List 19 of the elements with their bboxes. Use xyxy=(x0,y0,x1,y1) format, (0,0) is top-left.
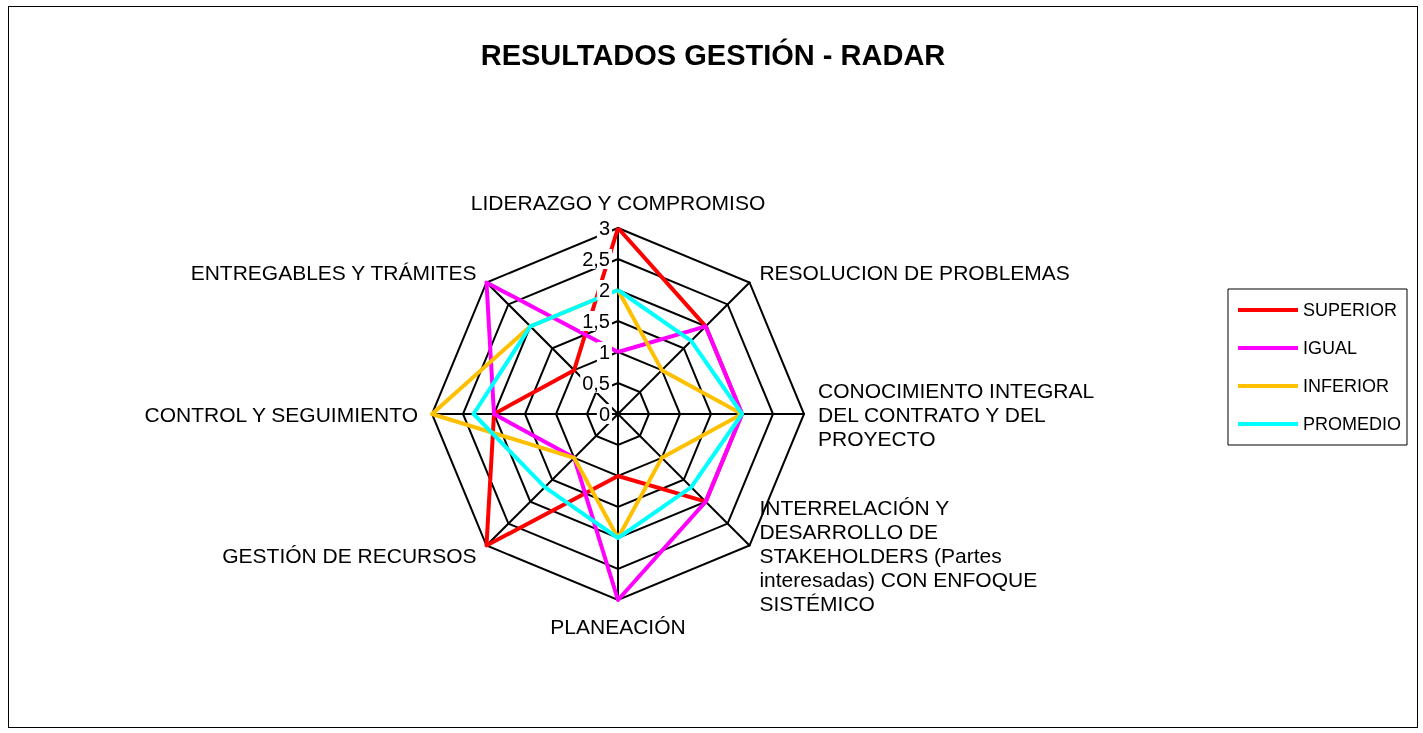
y-tick-label: 1,5 xyxy=(582,310,610,332)
spoke-label: GESTIÓN DE RECURSOS xyxy=(222,543,477,567)
y-tick-label: 2,5 xyxy=(582,248,610,270)
y-tick-label: 2 xyxy=(598,279,610,301)
y-tick-label: 3 xyxy=(598,217,610,239)
legend-label: INFERIOR xyxy=(1302,376,1390,396)
spoke-label: RESOLUCION DE PROBLEMAS xyxy=(759,261,1070,285)
legend-label: PROMEDIO xyxy=(1302,414,1402,434)
legend-label: IGUAL xyxy=(1302,338,1358,358)
spoke-label: CONTROL Y SEGUIMIENTO xyxy=(144,402,418,426)
spoke-label: ENTREGABLES Y TRÁMITES xyxy=(190,261,477,285)
spoke-label: LIDERAZGO Y COMPROMISO xyxy=(470,190,766,214)
chart-title: RESULTADOS GESTIÓN - RADAR xyxy=(480,37,946,71)
spoke-label: CONOCIMIENTO INTEGRAL DEL CONTRATO Y DEL PROYECTO xyxy=(818,378,1095,450)
spoke-label: PLANEACIÓN xyxy=(550,614,686,638)
y-tick-label: 1 xyxy=(598,341,610,363)
y-tick-label: 0,5 xyxy=(582,372,610,394)
y-tick-label: 0 xyxy=(598,403,610,425)
legend-label: SUPERIOR xyxy=(1302,300,1398,320)
